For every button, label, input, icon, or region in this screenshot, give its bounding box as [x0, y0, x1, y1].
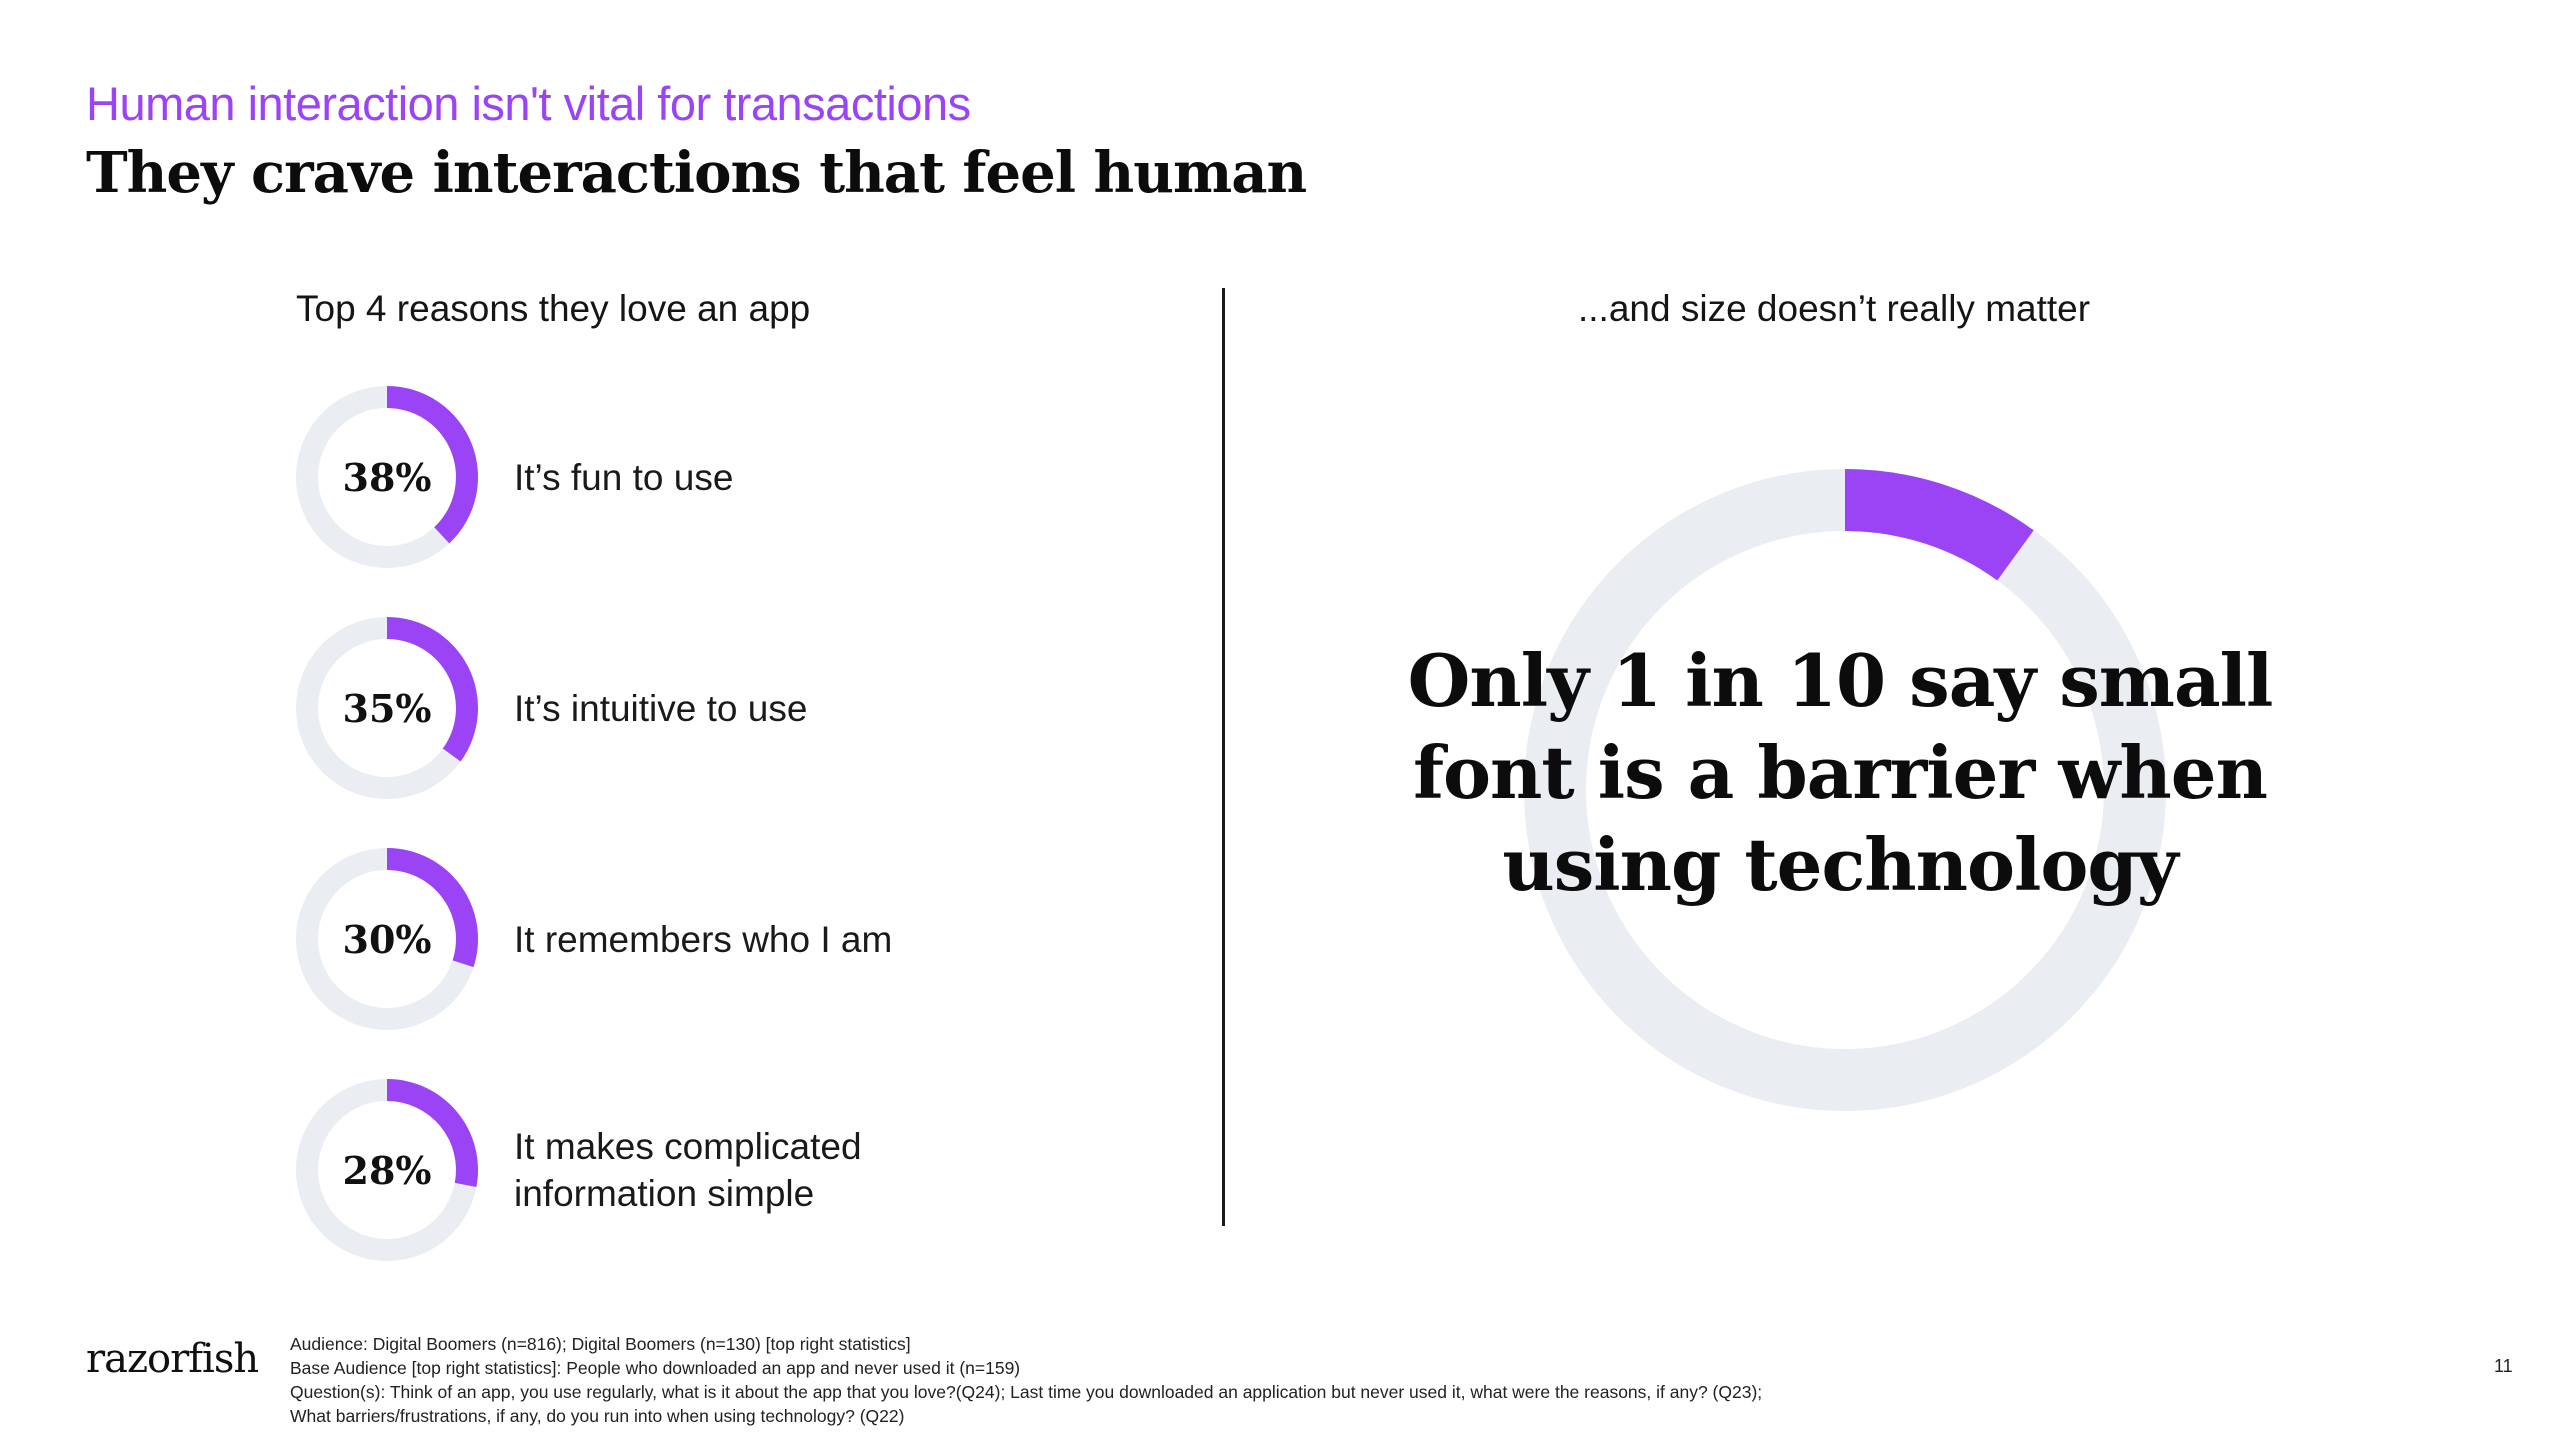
reason-donut [296, 617, 478, 799]
reason-donut [296, 848, 478, 1030]
percent-label: 38% [342, 454, 432, 500]
reason-label: It remembers who I am [514, 918, 893, 960]
left-panel-heading: Top 4 reasons they love an app [296, 288, 811, 329]
donut-value-arc [387, 848, 478, 968]
reason-label: It makes complicated information simple [514, 1126, 862, 1214]
percent-label: 35% [342, 685, 432, 731]
reason-label: It’s intuitive to use [514, 687, 808, 729]
right-panel-heading: ...and size doesn’t really matter [1578, 288, 2091, 329]
reason-row: 28% It makes complicated information sim… [294, 1077, 1194, 1263]
column-divider [1222, 288, 1225, 1226]
percent-label: 30% [342, 916, 432, 962]
footnote-line: What barriers/frustrations, if any, do y… [290, 1406, 905, 1426]
reason-row: 38% It’s fun to use [294, 384, 1194, 570]
font-barrier-donut [1524, 469, 2166, 1111]
donut-value-arc [387, 386, 479, 544]
footnote-line: Audience: Digital Boomers (n=816); Digit… [290, 1334, 911, 1354]
key-statement: Only 1 in 10 say small font is a barrier… [1407, 638, 2274, 907]
footnotes: Audience: Digital Boomers (n=816); Digit… [290, 1332, 2190, 1428]
page-title: They crave interactions that feel human [86, 140, 1307, 206]
section-eyebrow: Human interaction isn't vital for transa… [86, 77, 971, 130]
razorfish-logo: razorfish [86, 1336, 259, 1382]
reason-row: 35% It’s intuitive to use [294, 615, 1194, 801]
reason-donut [296, 386, 479, 568]
footnote-line: Base Audience [top right statistics]: Pe… [290, 1358, 1021, 1378]
reason-label: It’s fun to use [514, 456, 734, 498]
footnote-line: Question(s): Think of an app, you use re… [290, 1382, 1763, 1402]
donut-value-arc [387, 1079, 478, 1188]
percent-label: 28% [342, 1147, 432, 1193]
reason-donut [296, 1079, 478, 1261]
reason-row: 30% It remembers who I am [294, 846, 1194, 1032]
donut-value-arc [1845, 469, 2034, 581]
page-number: 11 [2494, 1356, 2513, 1376]
donut-value-arc [387, 617, 478, 762]
